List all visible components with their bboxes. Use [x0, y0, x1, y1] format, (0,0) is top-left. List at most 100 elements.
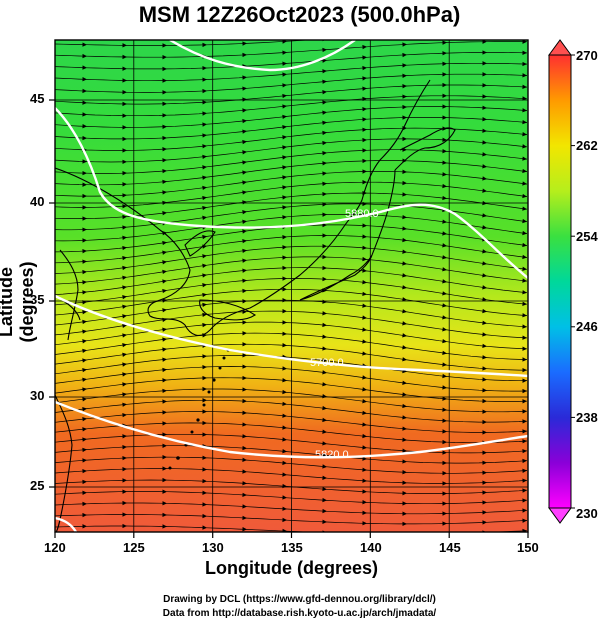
streamline-arrow: [322, 370, 327, 375]
x-tick-label: 135: [281, 540, 303, 555]
streamline-arrow: [242, 527, 247, 532]
streamline-arrow: [522, 84, 527, 90]
streamline-arrow: [282, 205, 287, 210]
streamline-arrow: [162, 240, 167, 246]
height-contours: [55, 40, 528, 532]
streamline-arrow: [362, 303, 367, 308]
streamline-arrow: [242, 457, 247, 462]
streamline-arrow: [122, 245, 127, 251]
streamline-arrow: [242, 210, 247, 215]
streamline-arrow: [362, 433, 367, 439]
contour-labels: 5880.0 5700.0 5820.0: [310, 208, 379, 461]
streamline-arrow: [322, 405, 327, 411]
streamline-arrow: [442, 61, 447, 66]
streamline-arrow: [282, 40, 287, 44]
y-tick-label: 40: [30, 194, 45, 209]
streamline-arrow: [442, 407, 447, 412]
streamline-arrow: [442, 362, 447, 367]
streamline-arrow: [242, 129, 247, 134]
streamline-arrow: [202, 420, 207, 426]
streamline-arrow: [402, 42, 407, 47]
streamline-arrow: [442, 338, 447, 344]
streamline-arrow: [402, 459, 407, 464]
streamline-arrow: [162, 421, 167, 426]
streamline-arrow: [322, 382, 327, 387]
streamline-arrow: [442, 350, 447, 356]
colorbar-label: 270: [576, 48, 598, 63]
streamline-arrow: [402, 104, 407, 110]
streamline-arrow: [162, 347, 167, 352]
streamline-arrow: [482, 520, 487, 525]
streamline-arrow: [162, 158, 167, 163]
streamline-arrow: [282, 437, 287, 442]
streamline-arrow: [322, 89, 327, 95]
streamline-arrow: [122, 285, 127, 290]
streamline-arrow: [402, 392, 407, 397]
streamline-arrow: [202, 525, 207, 530]
streamline-arrow: [282, 309, 287, 314]
streamline-arrow: [522, 132, 527, 137]
streamline-arrow: [162, 432, 167, 437]
streamline-arrow: [442, 172, 447, 177]
streamline-arrow: [82, 417, 87, 422]
streamline-arrow: [522, 498, 527, 503]
streamline-arrow: [242, 97, 247, 102]
streamline-arrow: [122, 235, 127, 240]
streamline-arrow: [362, 339, 367, 344]
streamline-arrow: [522, 388, 527, 394]
streamline-arrow: [522, 528, 527, 532]
streamline-arrow: [282, 413, 287, 418]
streamline-arrow: [522, 378, 527, 383]
streamline-arrow: [82, 53, 87, 59]
x-tick-label: 150: [517, 540, 539, 555]
streamline-arrow: [242, 170, 247, 175]
streamline-arrow: [322, 276, 327, 282]
streamline-arrow: [282, 517, 287, 523]
streamline-arrow: [242, 331, 247, 336]
streamline-arrow: [202, 322, 207, 328]
streamline-arrow: [362, 500, 367, 505]
streamline-arrow: [82, 319, 87, 325]
streamline-arrow: [122, 136, 127, 142]
streamline-arrow: [442, 450, 447, 455]
streamline-arrow: [402, 521, 407, 527]
streamline-arrow: [122, 314, 127, 319]
streamline-arrow: [482, 398, 487, 404]
streamline-arrow: [402, 380, 407, 385]
streamline-arrow: [82, 77, 87, 82]
streamline-arrow: [242, 248, 247, 254]
streamline-arrow: [402, 84, 407, 89]
streamline-arrow: [442, 471, 447, 476]
streamline-arrow: [242, 320, 247, 325]
streamline-arrow: [202, 111, 207, 116]
streamline-arrow: [282, 401, 287, 407]
streamline-arrow: [202, 100, 207, 105]
streamline-arrow: [82, 124, 87, 129]
streamline-arrow: [522, 181, 527, 186]
streamline-arrow: [82, 182, 87, 187]
streamline-arrow: [322, 140, 327, 146]
streamline-arrow: [322, 311, 327, 316]
streamline-arrow: [82, 135, 87, 141]
streamline-arrow: [122, 434, 127, 439]
streamline-arrow: [282, 331, 287, 336]
streamline-arrow: [442, 511, 447, 516]
streamline-arrow: [402, 469, 407, 475]
streamline-arrow: [282, 495, 287, 500]
streamline-arrow: [522, 518, 527, 523]
streamline-arrow: [362, 76, 367, 81]
streamline-arrow: [442, 82, 447, 88]
streamline-arrow: [242, 353, 247, 358]
streamline-arrow: [162, 179, 167, 185]
contour-line: [55, 516, 78, 532]
streamline-arrow: [442, 501, 447, 506]
streamline-arrow: [522, 144, 527, 149]
streamline-arrow: [402, 403, 407, 409]
streamline-arrow: [282, 185, 287, 190]
streamline-arrow: [482, 355, 487, 360]
streamline-arrow: [442, 219, 447, 224]
streamline-arrow: [242, 445, 247, 451]
streamline-arrow: [322, 441, 327, 446]
streamline-arrow: [122, 54, 127, 60]
streamline-arrow: [442, 51, 447, 56]
